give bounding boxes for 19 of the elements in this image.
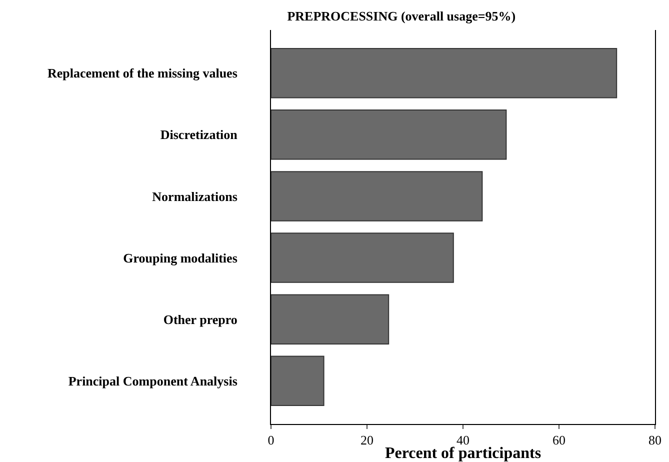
x-tick-label: 0 [268,432,274,448]
x-tick-label: 20 [360,432,374,448]
chart-title: PREPROCESSING (overall usage=95%) [287,8,516,24]
y-tick-label: Replacement of the missing values [47,66,238,81]
x-tick-label: 60 [552,432,566,448]
bar [271,232,454,283]
y-tick-label: Discretization [160,127,238,142]
y-tick-label: Other prepro [163,312,238,327]
y-tick-label: Normalizations [152,188,238,204]
x-tick-label: 80 [648,432,662,448]
x-axis-title: Percent of participants [384,445,542,462]
bar [271,356,324,406]
y-tick-label: Principal Component Analysis [68,373,238,388]
bar [271,48,618,98]
bar [271,294,390,344]
y-tick-label: Grouping modalities [123,250,238,266]
bar [271,171,483,222]
x-tick-label: 40 [456,432,470,448]
bar [271,110,507,160]
